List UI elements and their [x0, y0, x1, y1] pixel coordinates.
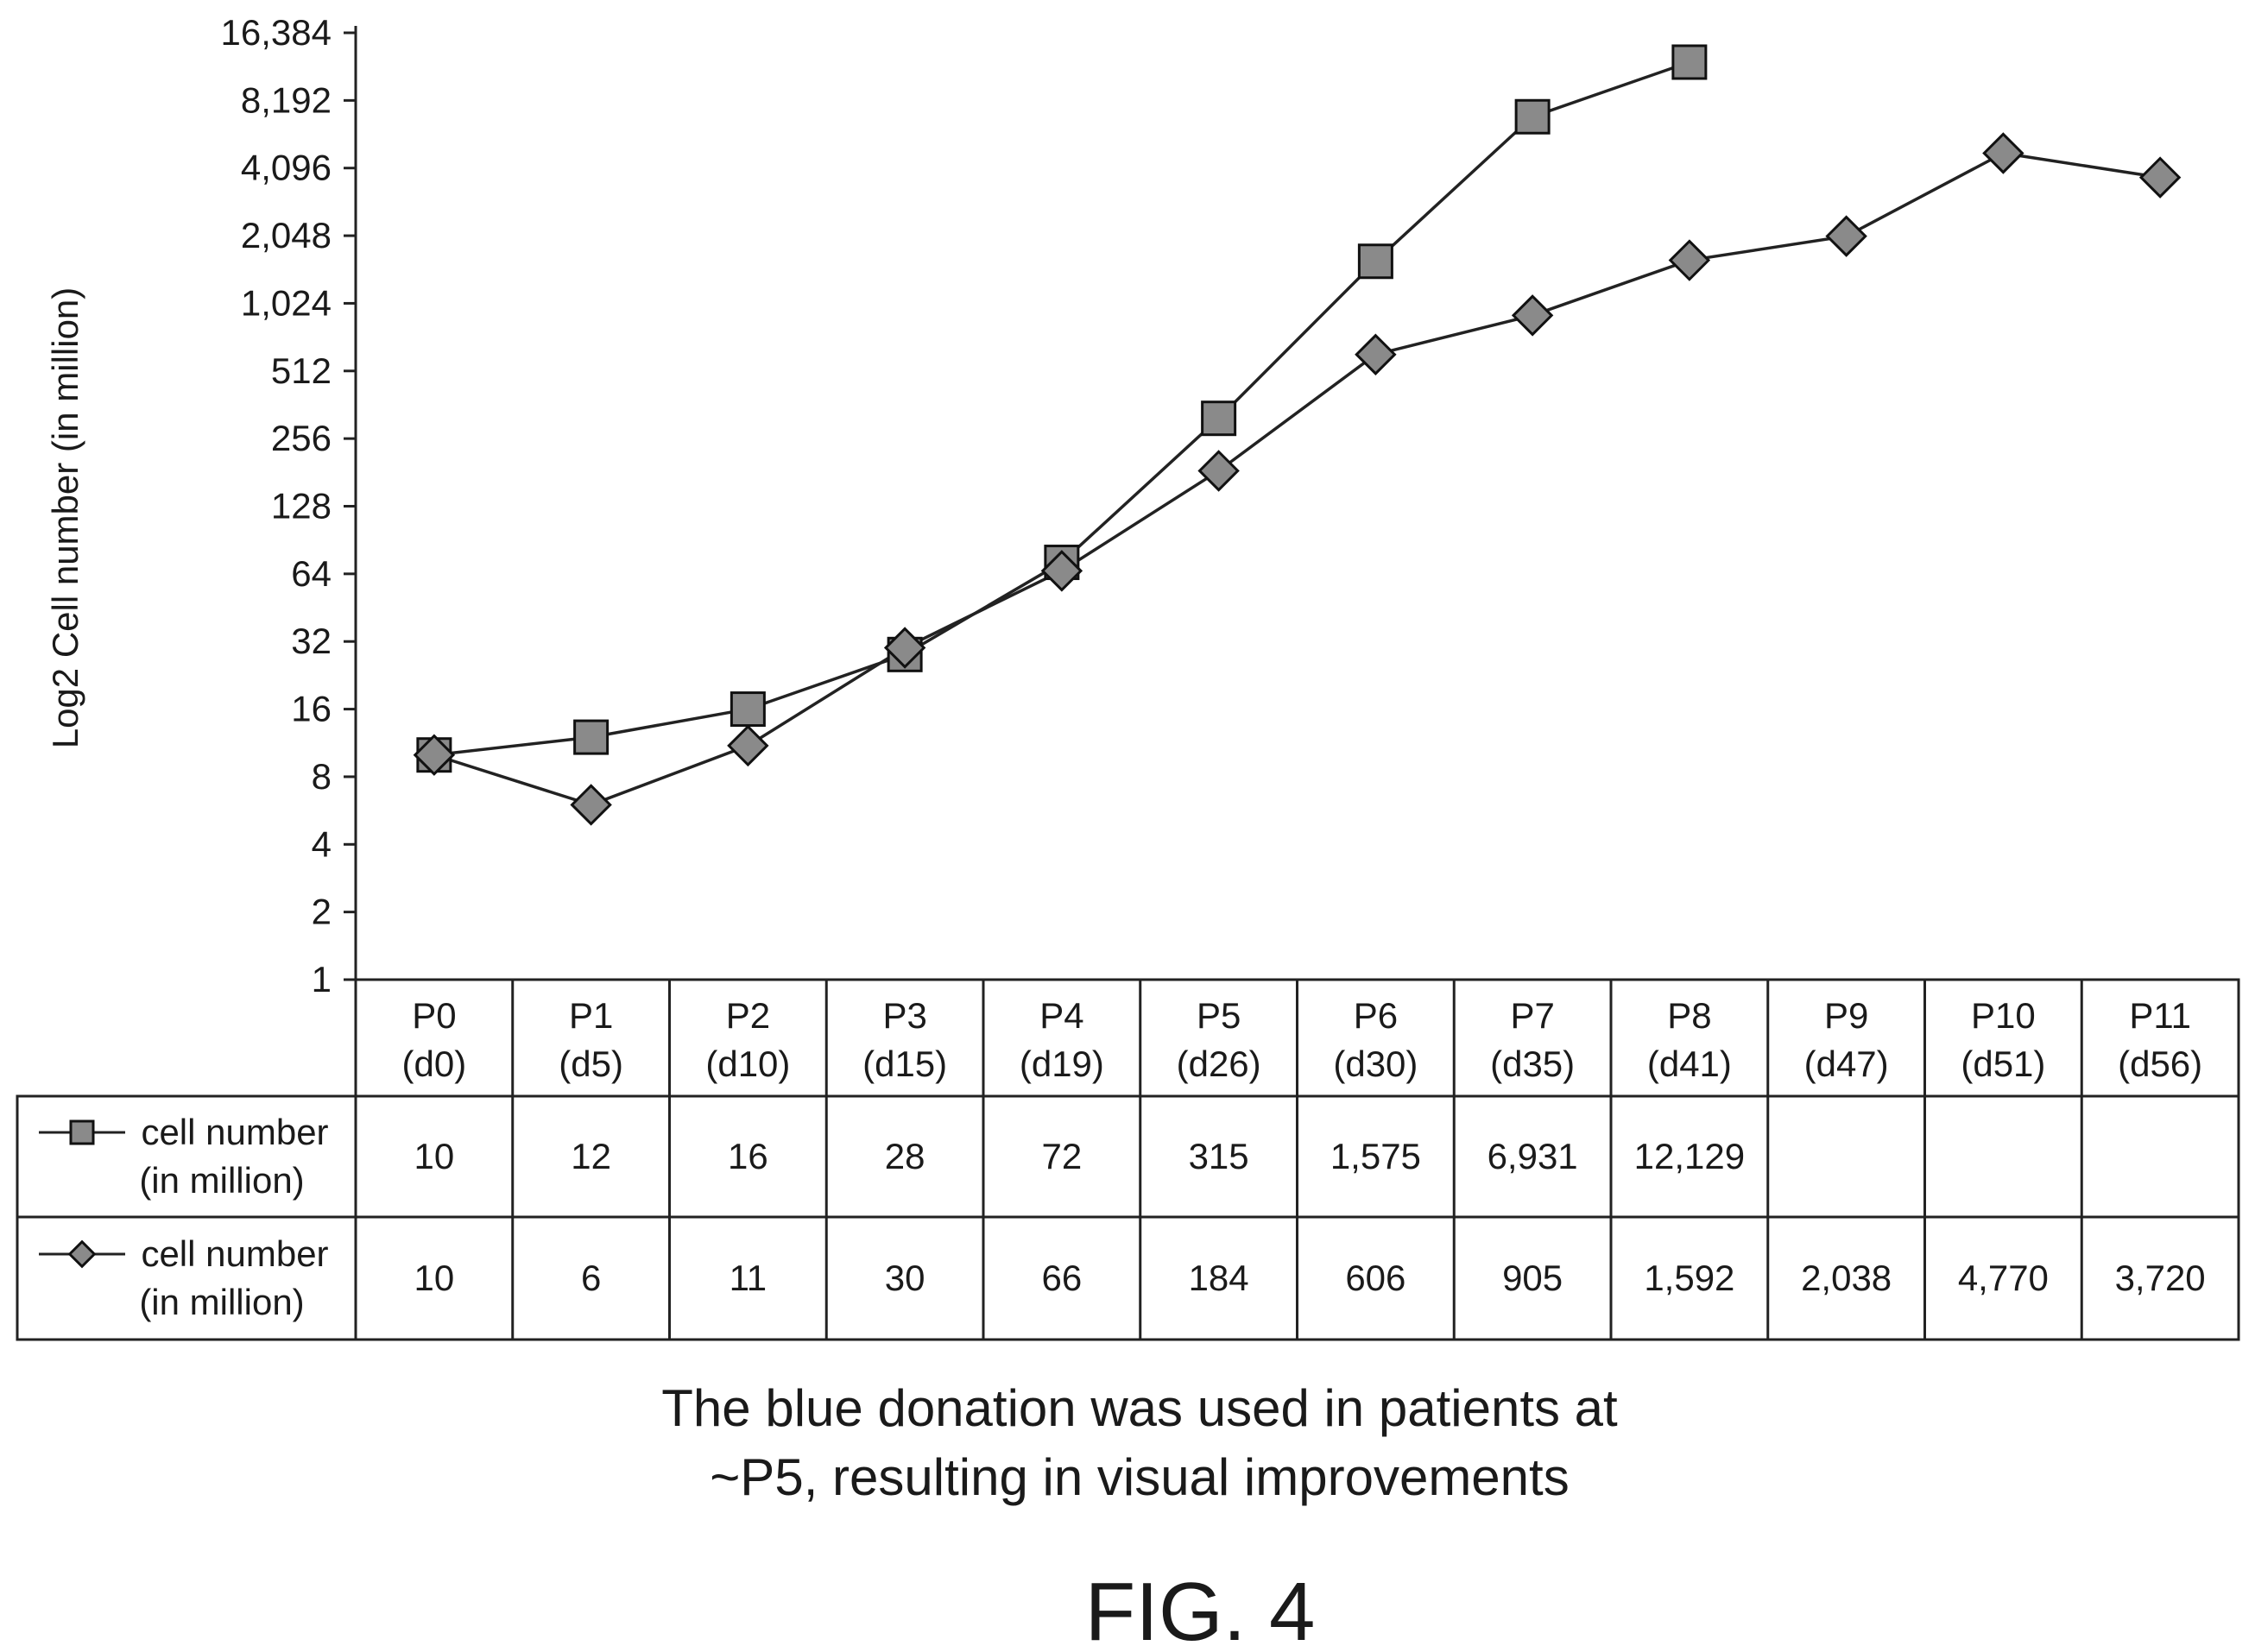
data-label: 10: [414, 1258, 455, 1298]
data-point-2: [1668, 239, 1711, 281]
data-label: 66: [1042, 1258, 1083, 1298]
data-label: 315: [1189, 1136, 1249, 1176]
legend-marker: [69, 1119, 95, 1145]
data-point-2: [1197, 450, 1240, 492]
y-axis: 1 2 4 8 16 32 64 128 256 512 1,024 2,048 4,096 8,192 1…: [221, 12, 357, 999]
data-point-1: [1514, 98, 1551, 135]
x-tick-sublabel: (d0): [402, 1044, 467, 1084]
data-label: 30: [885, 1258, 925, 1298]
x-tick-label: P10: [1971, 995, 2036, 1036]
x-tick-label: P8: [1667, 995, 1711, 1036]
data-label: 184: [1189, 1258, 1249, 1298]
x-tick-sublabel: (d5): [559, 1044, 623, 1084]
y-tick-label: 512: [271, 350, 332, 391]
y-tick-label: 256: [271, 418, 332, 458]
data-point-2: [413, 734, 456, 776]
x-tick-label: P11: [2129, 995, 2191, 1036]
y-tick-label: 2: [312, 892, 332, 932]
data-point-1: [573, 719, 610, 755]
x-tick-label: P6: [1354, 995, 1398, 1036]
series-lines: [433, 60, 2161, 807]
x-tick-sublabel: (d56): [2118, 1044, 2202, 1084]
data-label: 12,129: [1634, 1136, 1745, 1176]
data-label: 3,720: [2115, 1258, 2206, 1298]
data-point-1: [1201, 400, 1237, 437]
legend-marker: [67, 1239, 97, 1269]
y-tick-label: 16,384: [221, 12, 332, 53]
data-label: 12: [571, 1136, 611, 1176]
data-label: 2,038: [1801, 1258, 1892, 1298]
y-axis-label: Log2 Cell number (in million): [45, 287, 85, 749]
x-tick-sublabel: (d19): [1020, 1044, 1104, 1084]
data-label: 905: [1502, 1258, 1563, 1298]
x-tick-sublabel: (d41): [1647, 1044, 1732, 1084]
data-point-2: [883, 627, 926, 669]
caption-line-2: ~P5, resulting in visual improvements: [710, 1448, 1569, 1506]
data-point-2: [570, 784, 612, 826]
x-tick-sublabel: (d26): [1177, 1044, 1261, 1084]
data-table: P0 (d0) P1 (d5) P2 (d10) P3 (d15) P4 (d19) P5 (d26)…: [16, 978, 2240, 1341]
data-label: 1,592: [1644, 1258, 1734, 1298]
data-point-1: [730, 691, 766, 728]
legend-label: cell number: [141, 1233, 328, 1274]
data-label: 4,770: [1958, 1258, 2049, 1298]
series-markers: [413, 44, 2182, 826]
series-line-1: [433, 60, 1690, 757]
x-tick-sublabel: (d10): [705, 1044, 790, 1084]
x-tick-sublabel: (d15): [862, 1044, 947, 1084]
data-label: 72: [1042, 1136, 1083, 1176]
x-tick-label: P1: [569, 995, 613, 1036]
caption: The blue donation was used in patients a…: [661, 1379, 1618, 1506]
legend-label: cell number: [141, 1112, 328, 1152]
x-tick-label: P7: [1510, 995, 1554, 1036]
x-tick-label: P0: [412, 995, 456, 1036]
data-label: 606: [1345, 1258, 1405, 1298]
x-tick-sublabel: (d51): [1961, 1044, 2045, 1084]
data-point-2: [727, 724, 769, 767]
data-point-2: [1982, 132, 2024, 174]
data-point-2: [1040, 550, 1083, 592]
x-tick-label: P3: [882, 995, 926, 1036]
caption-line-1: The blue donation was used in patients a…: [661, 1379, 1618, 1437]
data-label: 16: [728, 1136, 768, 1176]
x-tick-sublabel: (d35): [1490, 1044, 1575, 1084]
x-tick-label: P9: [1824, 995, 1868, 1036]
data-label: 11: [730, 1258, 767, 1298]
y-tick-label: 128: [271, 486, 332, 526]
data-point-1: [1671, 44, 1708, 80]
x-tick-sublabel: (d47): [1804, 1044, 1889, 1084]
x-tick-label: P4: [1039, 995, 1083, 1036]
data-label: 1,575: [1330, 1136, 1421, 1176]
data-point-1: [1357, 243, 1393, 280]
y-tick-label: 32: [291, 621, 332, 661]
data-label: 10: [414, 1136, 455, 1176]
y-tick-label: 1,024: [241, 282, 332, 323]
y-tick-label: 8: [312, 756, 332, 797]
y-tick-label: 64: [291, 553, 332, 594]
data-point-2: [1825, 215, 1867, 257]
data-point-2: [2138, 156, 2182, 199]
x-tick-sublabel: (d30): [1333, 1044, 1418, 1084]
data-point-2: [1355, 333, 1397, 375]
y-tick-label: 16: [291, 689, 332, 729]
x-tick-label: P2: [726, 995, 770, 1036]
figure-label: FIG. 4: [1085, 1566, 1316, 1652]
series-line-2: [433, 151, 2161, 807]
y-tick-label: 1: [312, 959, 332, 999]
x-tick-label: P5: [1197, 995, 1241, 1036]
data-label: 6,931: [1488, 1136, 1578, 1176]
y-tick-label: 2,048: [241, 215, 332, 255]
y-tick-label: 4,096: [241, 148, 332, 188]
legend-label-unit: (in million): [139, 1282, 304, 1322]
data-label: 28: [885, 1136, 925, 1176]
data-label: 6: [581, 1258, 601, 1298]
legend-label-unit: (in million): [139, 1160, 304, 1201]
data-point-2: [1511, 294, 1554, 337]
y-tick-label: 8,192: [241, 79, 332, 120]
y-tick-label: 4: [312, 823, 332, 864]
